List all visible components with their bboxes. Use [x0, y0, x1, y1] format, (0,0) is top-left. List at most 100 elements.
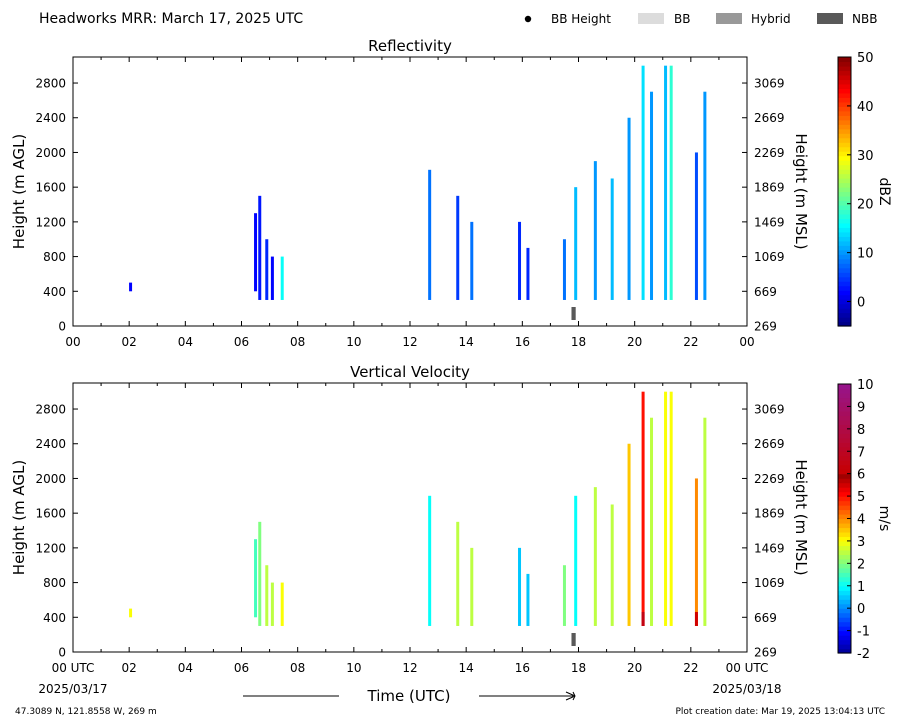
- velocity-echo-column: [270, 582, 274, 626]
- velocity-y-tick-label: 0: [58, 646, 66, 660]
- velocity-colorbar-segment: [838, 644, 851, 650]
- velocity-colorbar-segment: [838, 424, 851, 430]
- velocity-colorbar-segment: [838, 567, 851, 573]
- velocity-x-tick-label: 18: [571, 661, 586, 675]
- reflectivity-echo-column: [694, 152, 698, 300]
- velocity-echo-column: [258, 521, 262, 626]
- reflectivity-x-tick-label: 18: [571, 335, 586, 349]
- reflectivity-colorbar-segment: [838, 101, 851, 107]
- reflectivity-colorbar-segment: [838, 133, 851, 139]
- velocity-colorbar-tick-label: -2: [857, 647, 870, 662]
- reflectivity-colorbar-segment: [838, 137, 851, 143]
- velocity-colorbar-segment: [838, 410, 851, 416]
- legend-bb-label: BB: [674, 12, 690, 26]
- velocity-colorbar-segment: [838, 585, 851, 591]
- velocity-colorbar-segment: [838, 384, 851, 390]
- velocity-colorbar-segment: [838, 603, 851, 609]
- reflectivity-colorbar-segment: [838, 182, 851, 188]
- velocity-nbb-marker: [571, 633, 576, 646]
- velocity-colorbar-segment: [838, 536, 851, 542]
- velocity-ylabel-right: Height (m MSL): [792, 459, 810, 575]
- velocity-colorbar-segment: [838, 464, 851, 470]
- reflectivity-colorbar-segment: [838, 236, 851, 242]
- velocity-colorbar-segment: [838, 428, 851, 434]
- velocity-axes-frame: [72, 382, 748, 653]
- velocity-colorbar-tick-label: 5: [857, 490, 865, 505]
- x-axis-label: Time (UTC): [367, 687, 451, 705]
- velocity-x-tick-label: 04: [178, 661, 193, 675]
- reflectivity-colorbar-segment: [838, 281, 851, 287]
- legend-bb-height-label: BB Height: [551, 12, 611, 26]
- velocity-colorbar-segment: [838, 388, 851, 394]
- velocity-colorbar-segment: [838, 549, 851, 555]
- velocity-y-right-tick-label: 669: [754, 611, 777, 625]
- reflectivity-colorbar-segment: [838, 83, 851, 89]
- velocity-y-right-tick-label: 2269: [754, 472, 785, 486]
- velocity-colorbar-tick-label: 0: [857, 602, 865, 617]
- reflectivity-colorbar-segment: [838, 290, 851, 296]
- reflectivity-y-right-tick-label: 1469: [754, 215, 785, 229]
- reflectivity-colorbar-segment: [838, 57, 851, 63]
- velocity-colorbar-segment: [838, 563, 851, 569]
- reflectivity-colorbar-segment: [838, 142, 851, 148]
- reflectivity-colorbar-segment: [838, 218, 851, 224]
- velocity-echo-column-low: [641, 611, 645, 626]
- reflectivity-nbb-marker: [571, 307, 576, 320]
- reflectivity-x-tick-label: 20: [627, 335, 642, 349]
- figure-title: Headworks MRR: March 17, 2025 UTC: [39, 11, 303, 27]
- velocity-colorbar-segment: [838, 514, 851, 520]
- reflectivity-y-tick-label: 2800: [35, 77, 66, 91]
- velocity-x-tick-label: 16: [515, 661, 530, 675]
- reflectivity-y-tick-label: 2000: [35, 146, 66, 160]
- reflectivity-colorbar-segment: [838, 222, 851, 228]
- reflectivity-x-tick-label: 04: [178, 335, 193, 349]
- reflectivity-colorbar-segment: [838, 74, 851, 81]
- velocity-x-tick-label: 20: [627, 661, 642, 675]
- velocity-x-tick-label: 08: [290, 661, 305, 675]
- reflectivity-colorbar-tick-label: 10: [857, 247, 874, 262]
- velocity-colorbar-segment: [838, 518, 851, 524]
- velocity-colorbar-segment: [838, 545, 851, 551]
- reflectivity-colorbar-segment: [838, 227, 851, 233]
- x-date-end: 2025/03/18: [712, 682, 781, 696]
- legend-hybrid-label: Hybrid: [751, 12, 791, 26]
- velocity-colorbar-segment: [838, 473, 851, 479]
- reflectivity-colorbar-segment: [838, 258, 851, 264]
- velocity-echo-column: [456, 521, 460, 626]
- velocity-y-right-tick-label: 269: [754, 646, 777, 660]
- reflectivity-colorbar-frame: [837, 56, 852, 327]
- velocity-colorbar-segment: [838, 558, 851, 564]
- velocity-colorbar-tick-label: 6: [857, 468, 865, 483]
- velocity-colorbar-segment: [838, 460, 851, 466]
- velocity-colorbar-tick-label: 9: [857, 400, 865, 415]
- velocity-colorbar-tick-label: 8: [857, 423, 865, 438]
- velocity-echo-column: [428, 495, 432, 626]
- reflectivity-colorbar-segment: [838, 200, 851, 206]
- reflectivity-colorbar-segment: [838, 254, 851, 260]
- velocity-colorbar-segment: [838, 648, 851, 654]
- reflectivity-colorbar-segment: [838, 79, 851, 85]
- velocity-colorbar-segment: [838, 406, 851, 412]
- time-arrow-head-icon: [565, 691, 576, 701]
- reflectivity-colorbar-segment: [838, 195, 851, 202]
- reflectivity-colorbar-segment: [838, 209, 851, 215]
- reflectivity-colorbar-segment: [838, 294, 851, 300]
- reflectivity-echo-column: [526, 247, 530, 300]
- legend-bb-height-marker: [524, 15, 532, 23]
- velocity-colorbar-segment: [838, 554, 851, 560]
- reflectivity-colorbar-segment: [838, 65, 851, 72]
- velocity-colorbar-segment: [838, 415, 851, 421]
- velocity-colorbar-segment: [838, 446, 851, 452]
- velocity-colorbar-segment: [838, 455, 851, 461]
- reflectivity-x-tick-label: 12: [402, 335, 417, 349]
- reflectivity-colorbar-segment: [838, 204, 851, 211]
- reflectivity-colorbar-segment: [838, 164, 851, 170]
- velocity-y-right-tick-label: 1069: [754, 576, 785, 590]
- velocity-ylabel: Height (m AGL): [10, 460, 28, 575]
- velocity-colorbar-segment: [838, 496, 851, 502]
- legend-nbb-swatch: [817, 13, 843, 24]
- velocity-colorbar-segment: [838, 433, 851, 439]
- velocity-colorbar-tick-label: 1: [857, 580, 865, 595]
- velocity-y-right-tick-label: 1869: [754, 507, 785, 521]
- velocity-colorbar-segment: [838, 487, 851, 493]
